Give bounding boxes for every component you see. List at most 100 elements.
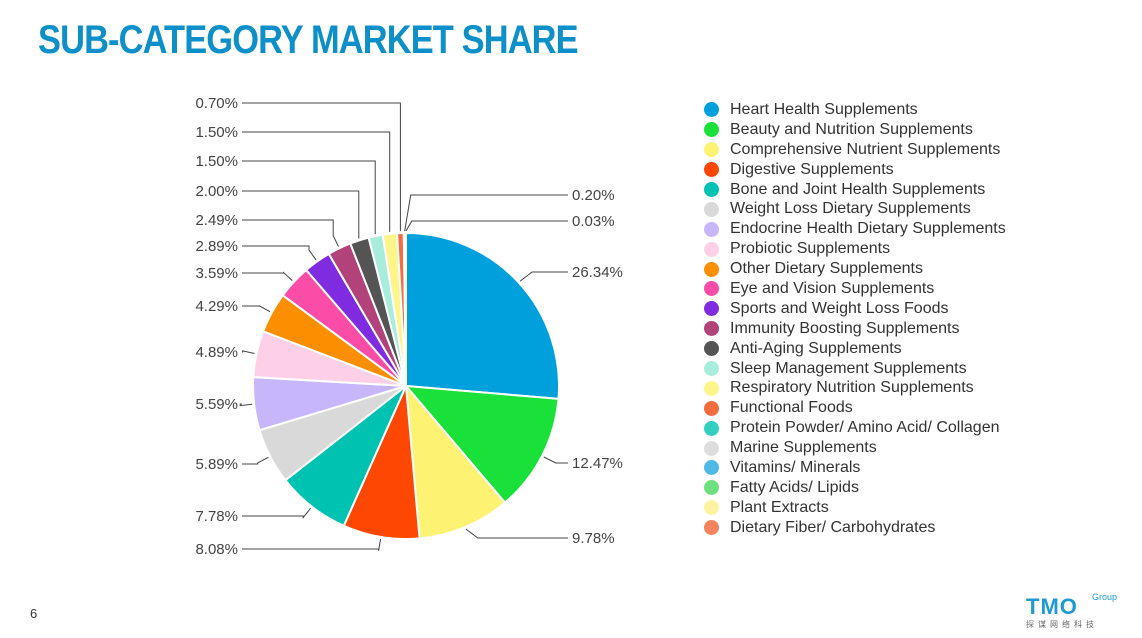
leader-line — [405, 220, 568, 232]
legend-swatch — [704, 142, 719, 158]
pie-slice-beauty-and-nutrition-supplements — [403, 384, 560, 505]
slice-label: 8.08% — [195, 541, 238, 558]
slice-label: 9.78% — [572, 530, 615, 547]
legend-label: Other Dietary Supplements — [730, 260, 923, 278]
legend-swatch — [704, 341, 719, 357]
slice-label: 4.89% — [195, 344, 238, 361]
legend-label: Fatty Acids/ Lipids — [730, 478, 859, 496]
legend-label: Vitamins/ Minerals — [730, 458, 861, 476]
legend-item: Comprehensive Nutrient Supplements — [704, 140, 1006, 160]
legend-swatch — [704, 261, 719, 277]
legend-item: Digestive Supplements — [704, 160, 1006, 180]
legend-item: Plant Extracts — [704, 498, 1006, 518]
legend-label: Dietary Fiber/ Carbohydrates — [730, 518, 936, 536]
leader-line — [242, 271, 293, 281]
leader-line — [242, 160, 376, 235]
leader-line — [242, 507, 311, 520]
legend-item: Fatty Acids/ Lipids — [704, 478, 1006, 498]
logo-chinese-text: 探谋网络科技 — [1026, 620, 1098, 629]
slice-label: 5.59% — [195, 396, 238, 413]
legend-item: Functional Foods — [704, 398, 1006, 418]
legend-label: Respiratory Nutrition Supplements — [730, 379, 974, 397]
slice-label: 1.50% — [195, 124, 238, 141]
legend-item: Weight Loss Dietary Supplements — [704, 199, 1006, 219]
legend-item: Bone and Joint Health Supplements — [704, 180, 1006, 200]
legend-label: Comprehensive Nutrient Supplements — [730, 140, 1001, 158]
legend-item: Immunity Boosting Supplements — [704, 319, 1006, 339]
slice-label: 7.78% — [195, 508, 238, 525]
legend-swatch — [704, 460, 719, 476]
legend-item: Heart Health Supplements — [704, 100, 1006, 120]
company-logo: TMO Group 探谋网络科技 — [1026, 592, 1130, 629]
legend-item: Beauty and Nutrition Supplements — [704, 120, 1006, 140]
leader-line — [242, 245, 317, 261]
page-number: 6 — [30, 606, 38, 621]
leader-line — [465, 528, 568, 539]
chart-legend: Heart Health Supplements Beauty and Nutri… — [704, 100, 1006, 538]
slice-label: 4.29% — [195, 298, 238, 315]
slice-label: 2.89% — [195, 238, 238, 255]
legend-label: Marine Supplements — [730, 439, 877, 457]
legend-swatch — [704, 241, 719, 257]
legend-label: Immunity Boosting Supplements — [730, 319, 960, 337]
leader-line — [242, 305, 271, 313]
leader-line — [242, 219, 339, 247]
leader-line — [242, 538, 382, 551]
leader-line — [404, 194, 568, 232]
leader-line — [543, 456, 568, 464]
slice-label: 2.00% — [195, 183, 238, 200]
logo-wordmark: TMO — [1026, 594, 1078, 619]
legend-swatch — [704, 301, 719, 317]
legend-swatch — [704, 361, 719, 377]
pie-slices — [252, 231, 560, 540]
legend-label: Plant Extracts — [730, 498, 829, 516]
page-title: SUB-CATEGORY MARKET SHARE — [38, 18, 579, 62]
legend-item: Probiotic Supplements — [704, 239, 1006, 259]
slice-label: 0.70% — [195, 95, 238, 112]
legend-item: Endocrine Health Dietary Supplements — [704, 219, 1006, 239]
legend-label: Digestive Supplements — [730, 160, 894, 178]
leader-line — [242, 456, 269, 465]
legend-label: Sports and Weight Loss Foods — [730, 299, 949, 317]
legend-swatch — [704, 321, 719, 337]
legend-swatch — [704, 500, 719, 516]
legend-swatch — [704, 201, 719, 217]
leader-line — [239, 403, 253, 407]
legend-swatch — [704, 122, 719, 138]
legend-item: Marine Supplements — [704, 438, 1006, 458]
slice-label: 0.20% — [572, 187, 615, 204]
leader-line — [242, 131, 391, 232]
legend-swatch — [704, 400, 719, 416]
logo-group-text: Group — [1092, 592, 1118, 602]
slice-labels: 26.34% 12.47% 9.78% 8.08% 7.78% 5.89% 5.59% 4.8… — [195, 95, 622, 558]
legend-label: Functional Foods — [730, 399, 853, 417]
legend-label: Anti-Aging Supplements — [730, 339, 902, 357]
legend-label: Heart Health Supplements — [730, 100, 918, 118]
slice-label: 2.49% — [195, 212, 238, 229]
legend-item: Dietary Fiber/ Carbohydrates — [704, 518, 1006, 538]
leader-line — [242, 350, 255, 354]
legend-label: Beauty and Nutrition Supplements — [730, 120, 973, 138]
leader-lines — [239, 102, 568, 551]
legend-item: Protein Powder/ Amino Acid/ Collagen — [704, 418, 1006, 438]
slice-label: 1.50% — [195, 153, 238, 170]
legend-item: Eye and Vision Supplements — [704, 279, 1006, 299]
legend-label: Endocrine Health Dietary Supplements — [730, 220, 1006, 238]
legend-label: Eye and Vision Supplements — [730, 279, 935, 297]
legend-swatch — [704, 102, 719, 118]
legend-item: Respiratory Nutrition Supplements — [704, 378, 1006, 398]
legend-label: Protein Powder/ Amino Acid/ Collagen — [730, 419, 1000, 437]
slice-label: 0.03% — [572, 213, 615, 230]
legend-label: Weight Loss Dietary Supplements — [730, 200, 971, 218]
legend-swatch — [704, 480, 719, 496]
slice-label: 5.89% — [195, 456, 238, 473]
legend-swatch — [704, 380, 719, 396]
leader-line — [242, 190, 360, 239]
legend-swatch — [704, 520, 719, 536]
legend-label: Bone and Joint Health Supplements — [730, 180, 986, 198]
legend-swatch — [704, 420, 719, 436]
pie-slice-heart-health-supplements — [405, 231, 560, 400]
legend-swatch — [704, 182, 719, 197]
legend-swatch — [704, 162, 719, 178]
